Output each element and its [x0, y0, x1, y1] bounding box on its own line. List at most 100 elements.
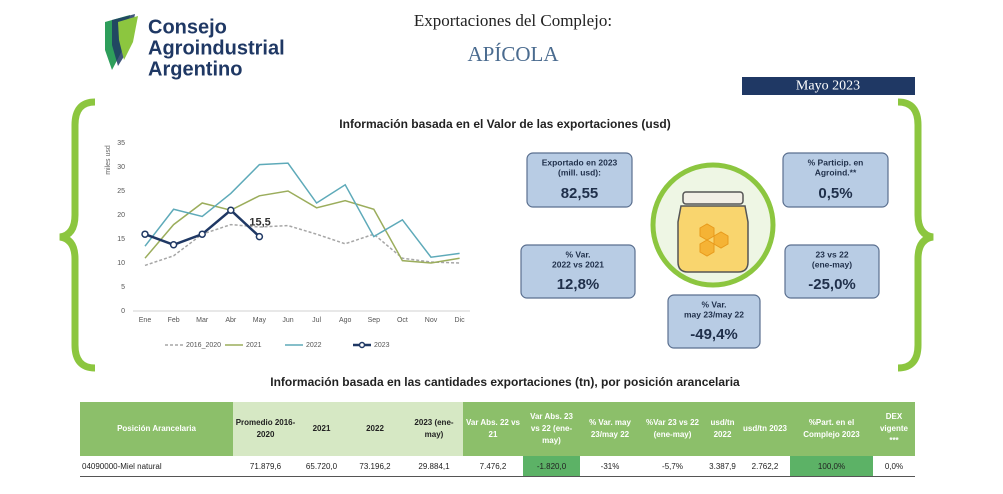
page-title: Exportaciones del Complejo: — [414, 11, 612, 30]
cell: 04090000-Miel natural — [80, 456, 233, 477]
point — [198, 230, 206, 238]
y-tick-label: 35 — [117, 140, 125, 147]
legend-label: 2021 — [246, 342, 262, 349]
header-cell: usd/tn 2022 — [705, 402, 740, 456]
table-title: Información basada en las cantidades exp… — [270, 375, 740, 389]
cell: 65.720,0 — [298, 456, 345, 477]
jar-icon — [650, 162, 776, 288]
x-tick-label: May — [253, 317, 267, 324]
kpi-value: -49,4% — [690, 326, 738, 343]
series-line — [144, 208, 261, 247]
point — [141, 230, 149, 238]
kpi-label: may 23/may 22 — [684, 309, 744, 319]
kpi-value: 0,5% — [818, 185, 852, 202]
header-row: Posición Arancelaria Promedio 2016-2020 20… — [80, 402, 915, 456]
data-row: 04090000-Miel natural 71.879,6 65.720,0 73.… — [80, 456, 915, 477]
x-tick-label: Jun — [282, 317, 293, 324]
y-tick-label: 0 — [121, 308, 125, 315]
y-tick-label: 15 — [117, 236, 125, 243]
kpi-box — [520, 244, 636, 299]
x-tick-label: Ago — [339, 317, 352, 324]
y-tick-label: 30 — [117, 164, 125, 171]
header-cell: Var Abs. 22 vs 21 — [463, 402, 523, 456]
point — [255, 232, 264, 241]
legend-swatch — [358, 341, 366, 349]
brace — [897, 98, 934, 372]
legend-label: 2016_2020 — [186, 342, 221, 349]
header-cell: Promedio 2016-2020 — [233, 402, 298, 456]
kpi-value: 82,55 — [561, 185, 599, 202]
cell: 7.476,2 — [463, 456, 523, 477]
cell: 0,0% — [873, 456, 915, 477]
kpi-label: % Particip. en — [808, 157, 864, 167]
brace — [59, 98, 96, 372]
x-tick-label: Sep — [368, 317, 381, 324]
logo-text: Agroindustrial — [148, 37, 285, 59]
kpi-label: (ene-may) — [812, 259, 852, 269]
data-label: 15,5 — [249, 217, 270, 229]
y-axis-label: miles usd — [105, 145, 112, 175]
legend-label: 2023 — [374, 342, 390, 349]
cell: -1.820,0 — [523, 456, 580, 477]
series-line — [144, 190, 460, 264]
series-line — [144, 162, 460, 259]
date: Mayo 2023 — [796, 79, 860, 94]
logo-text: Argentino — [148, 58, 242, 80]
kpi-label: Exportado en 2023 — [542, 157, 618, 167]
x-tick-label: Dic — [455, 317, 466, 324]
cell: 71.879,6 — [233, 456, 298, 477]
y-tick-label: 25 — [117, 188, 125, 195]
kpi-value: -25,0% — [808, 276, 856, 293]
kpi-label: 23 vs 22 — [815, 249, 848, 259]
kpi-label: 2022 vs 2021 — [552, 259, 604, 269]
point — [169, 241, 178, 249]
kpi-box — [782, 152, 889, 208]
header-cell: 2021 — [298, 402, 345, 456]
kpi-label: % Var. — [565, 249, 590, 259]
series-line — [144, 223, 460, 267]
kpi-box — [526, 152, 633, 208]
header-cell: usd/tn 2023 — [740, 402, 790, 456]
chart-title: Información basada en el Valor de las ex… — [339, 117, 670, 131]
x-tick-label: Mar — [196, 317, 209, 324]
x-tick-label: Ene — [139, 317, 152, 324]
kpi-label: % Var. — [701, 299, 726, 309]
header-cell: Posición Arancelaria — [80, 402, 233, 456]
legend-label: 2022 — [306, 342, 322, 349]
kpi-value: 12,8% — [557, 276, 600, 293]
table: Posición Arancelaria Promedio 2016-2020 20… — [80, 402, 915, 477]
header-cell: %Var 23 vs 22 (ene-may) — [640, 402, 705, 456]
kpi-label: (mill. usd): — [558, 167, 601, 177]
cell: 2.762,2 — [740, 456, 790, 477]
header-cell: 2022 — [345, 402, 405, 456]
x-tick-label: Nov — [425, 317, 438, 324]
cell: 3.387,9 — [705, 456, 740, 477]
logo — [105, 14, 138, 70]
cell: -31% — [580, 456, 640, 477]
y-tick-label: 20 — [117, 212, 125, 219]
date-box — [742, 77, 915, 95]
logo-text: Consejo — [148, 16, 227, 38]
page-subtitle: APÍCOLA — [467, 42, 559, 66]
header-cell: 2023 (ene-may) — [405, 402, 463, 456]
point — [227, 206, 235, 214]
header-cell: %Part. en el Complejo 2023 — [790, 402, 873, 456]
y-tick-label: 10 — [117, 260, 125, 267]
kpi-box — [784, 244, 880, 299]
x-tick-label: Jul — [312, 317, 321, 324]
kpi-label: Agroind.** — [815, 167, 857, 177]
header-cell: Var Abs. 23 vs 22 (ene-may) — [523, 402, 580, 456]
x-tick-label: Feb — [168, 317, 180, 324]
cell: 29.884,1 — [405, 456, 463, 477]
header-cell: DEX vigente *** — [873, 402, 915, 456]
cell: 100,0% — [790, 456, 873, 477]
x-tick-label: Abr — [225, 317, 237, 324]
header-cell: % Var. may 23/may 22 — [580, 402, 640, 456]
x-tick-label: Oct — [397, 317, 408, 324]
kpi-box — [667, 294, 761, 349]
cell: -5,7% — [640, 456, 705, 477]
y-tick-label: 5 — [121, 284, 125, 291]
cell: 73.196,2 — [345, 456, 405, 477]
